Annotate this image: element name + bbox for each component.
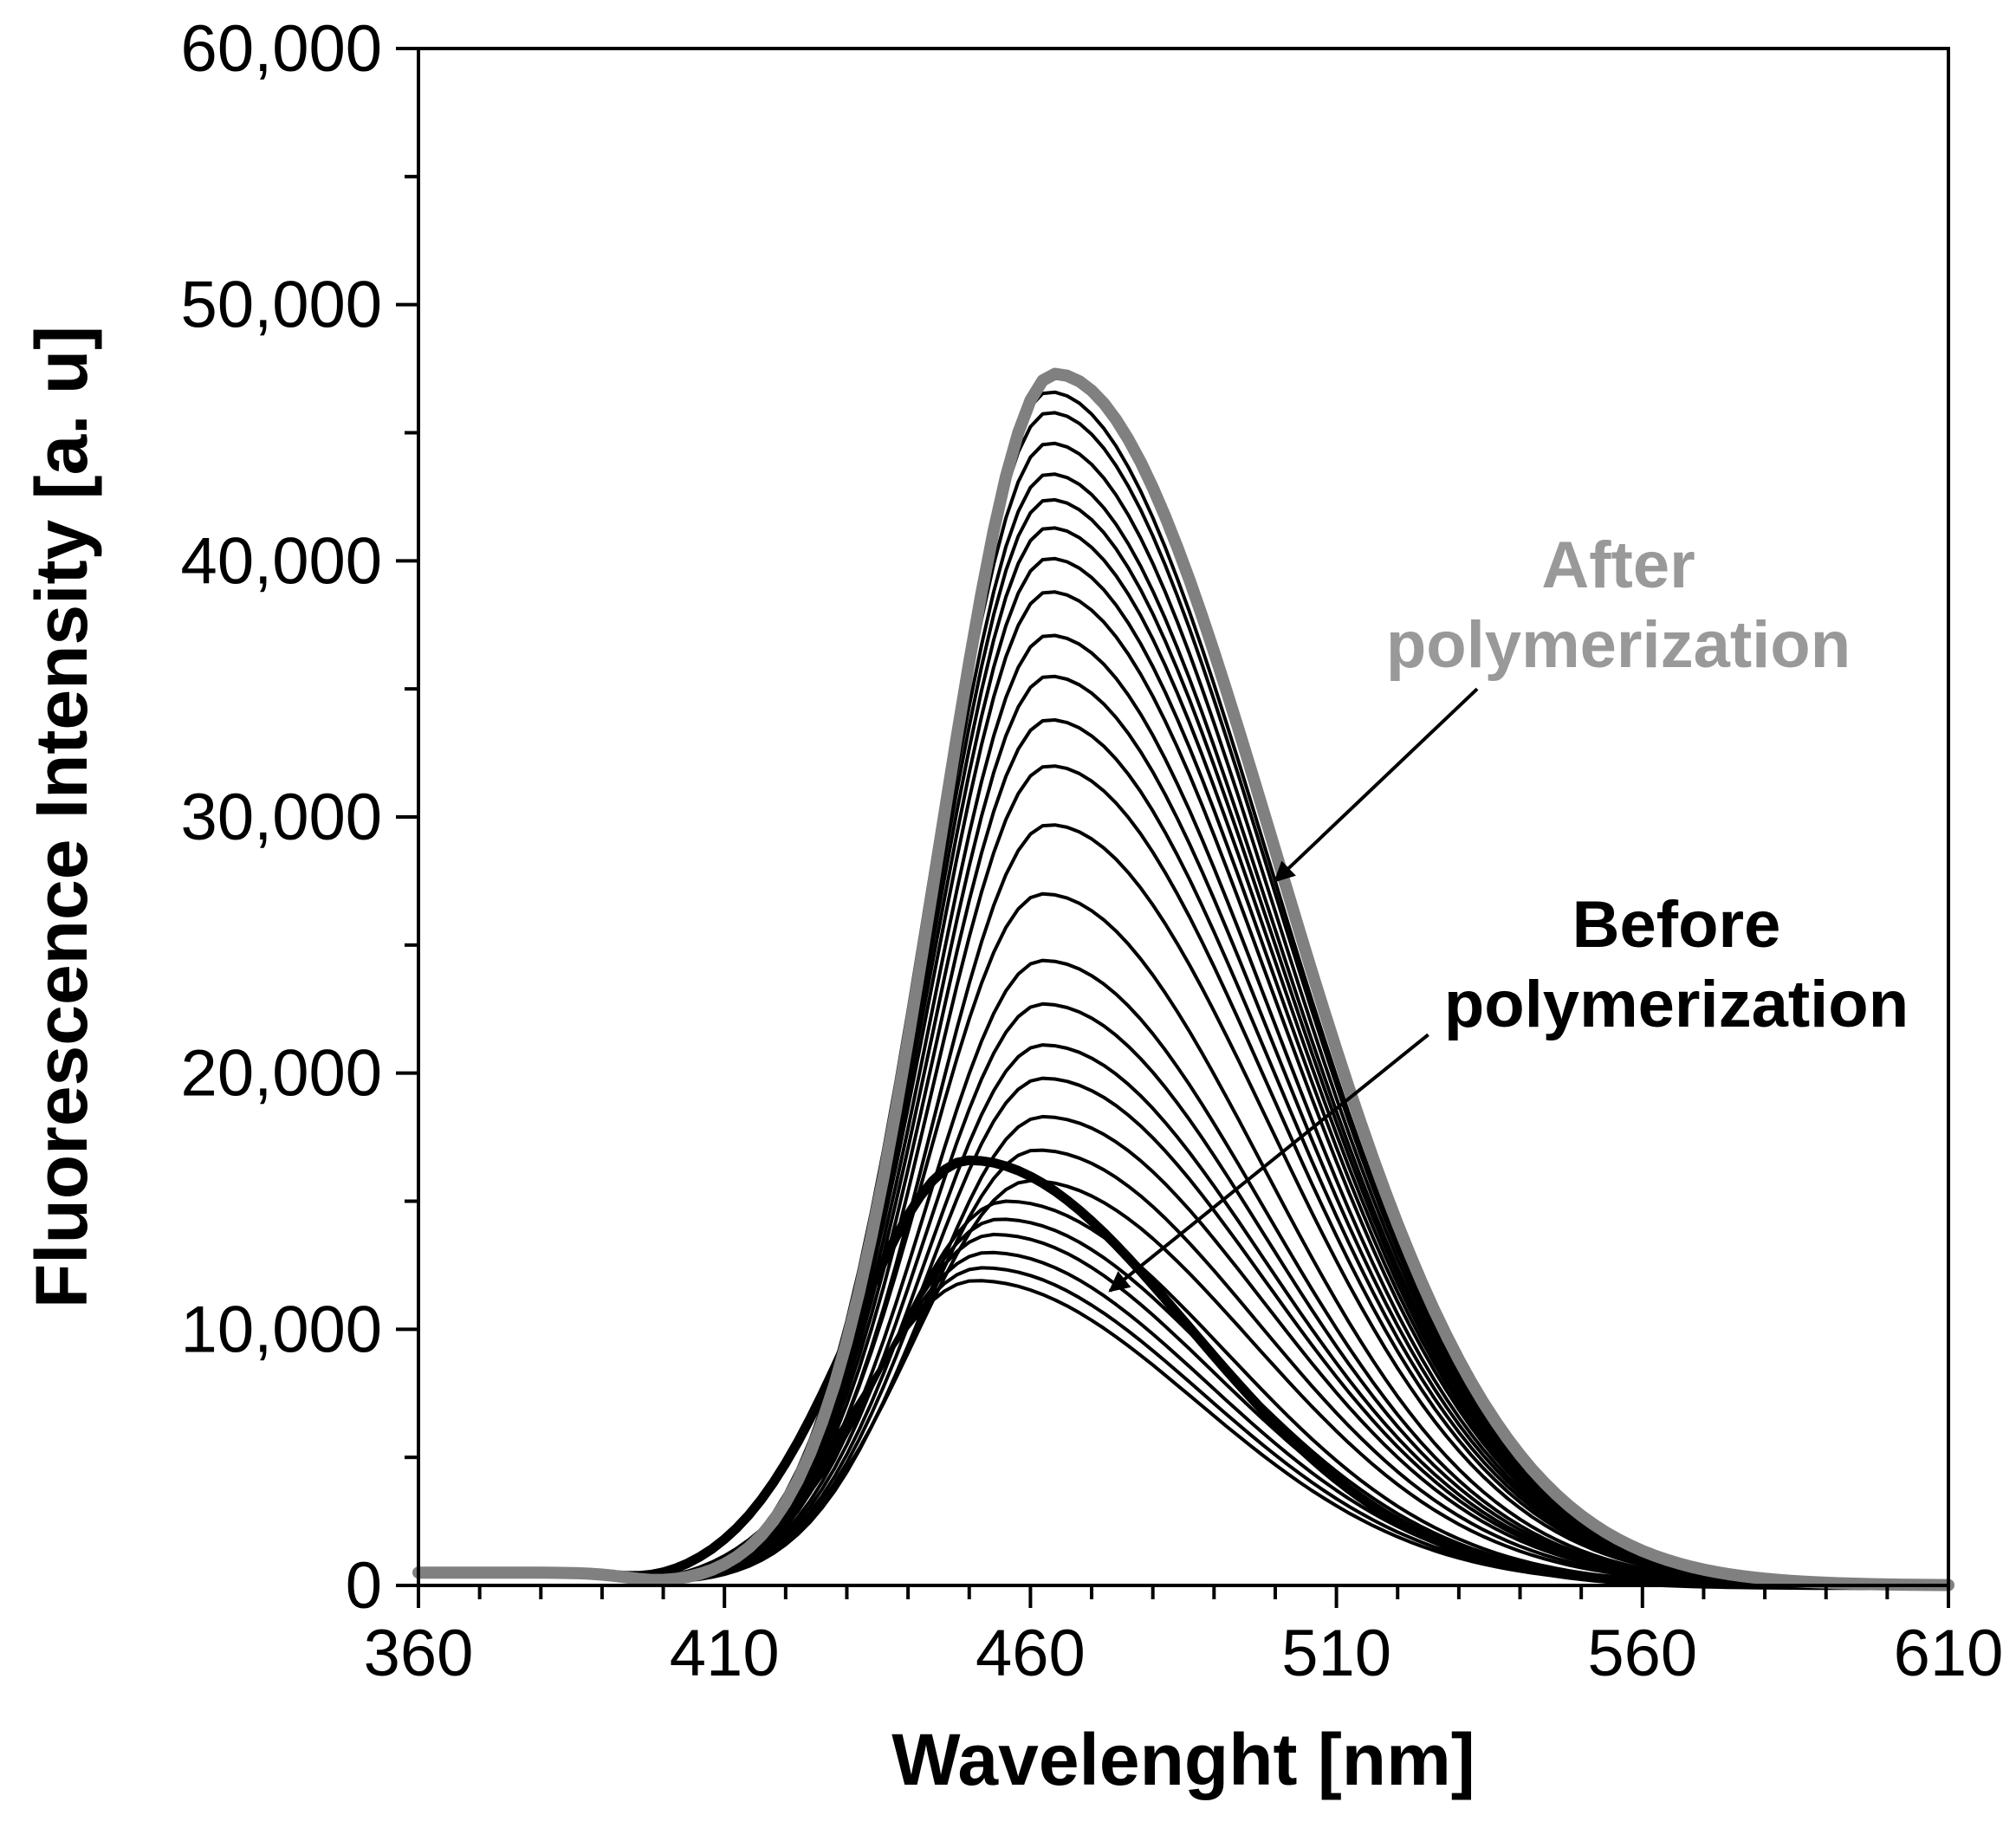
y-tick-label: 10,000 [181,1293,382,1366]
y-tick-label: 60,000 [181,12,382,86]
x-tick-label: 460 [976,1617,1086,1690]
before-label-arrow [1108,1033,1429,1293]
series-line-21 [417,590,1950,1587]
x-tick-label: 360 [364,1617,474,1690]
x-tick-label: 560 [1587,1617,1697,1690]
series-line-5 [417,1232,1950,1587]
before-label-line-1: Before [1572,888,1781,962]
series-line-29 [412,367,1954,1591]
before-label-line-2: polymerization [1444,968,1909,1041]
series-line-1 [413,1155,1954,1591]
x-tick-label: 510 [1281,1617,1391,1690]
y-tick-label: 50,000 [181,269,382,342]
x-tick-label: 410 [670,1617,780,1690]
after-label-arrow [1274,687,1479,883]
plot-frame [417,47,1950,1587]
series-line-9 [417,1148,1950,1587]
x-tick-label: 610 [1894,1617,2004,1690]
series-line-22 [417,556,1950,1587]
series-line-6 [417,1217,1950,1587]
y-tick-label: 20,000 [181,1037,382,1111]
series-line-7 [417,1199,1950,1587]
x-axis-title: Wavelenght [nm] [891,1719,1475,1800]
after-label-line-1: After [1541,528,1695,602]
curves-layer [412,367,1954,1591]
y-axis-title: Fluorescence Intensity [a. u] [21,326,102,1308]
series-line-19 [417,674,1950,1587]
series-line-14 [417,958,1950,1587]
y-tick-label: 40,000 [181,524,382,598]
series-line-10 [417,1114,1950,1587]
series-line-13 [417,1002,1950,1587]
series-line-4 [417,1250,1950,1587]
series-line-18 [417,718,1950,1587]
after-label-line-2: polymerization [1386,608,1851,682]
series-line-8 [417,1178,1950,1587]
y-tick-label: 30,000 [181,781,382,854]
series-line-11 [417,1076,1950,1587]
y-tick-label: 0 [346,1549,382,1623]
axes-layer: 360 410 460 510 560 610 0 10,000 20,000 30,000 40,… [181,12,2004,1690]
